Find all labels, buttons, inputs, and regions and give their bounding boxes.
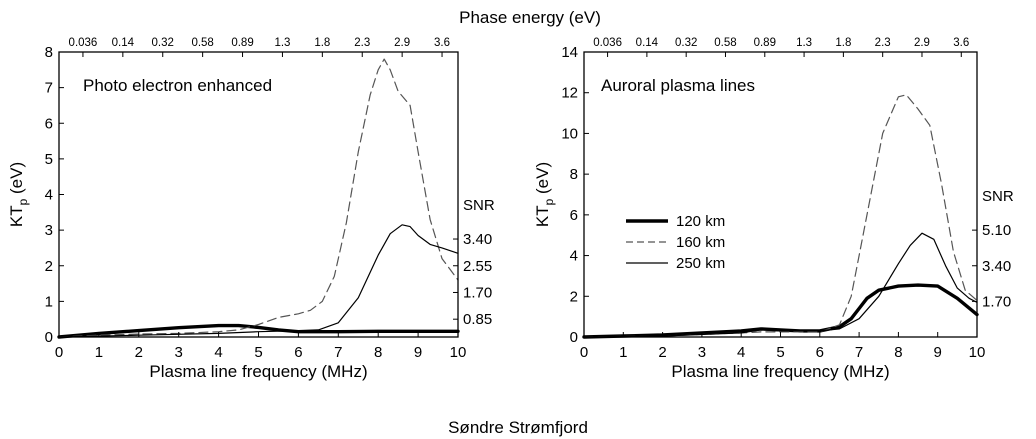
y-axis-label: KTp (eV) — [533, 162, 556, 227]
x-tick-label: 8 — [374, 344, 382, 361]
x-tick-label: 7 — [855, 344, 863, 361]
x-tick-label: 1 — [95, 344, 103, 361]
snr-tick-label: 3.40 — [463, 231, 492, 248]
y-axis-label-subscript: p — [542, 198, 556, 205]
top-tick-label: 0.036 — [593, 37, 622, 49]
snr-tick-label: 1.70 — [463, 284, 492, 301]
x-axis-label: Plasma line frequency (MHz) — [149, 362, 367, 381]
y-tick-label: 2 — [45, 258, 53, 275]
top-tick-label: 1.8 — [314, 37, 330, 49]
legend-label: 250 km — [676, 255, 725, 272]
top-tick-label: 2.3 — [354, 37, 370, 49]
x-tick-label: 9 — [414, 344, 422, 361]
x-tick-label: 10 — [969, 344, 986, 361]
snr-tick-label: 0.85 — [463, 311, 492, 328]
snr-tick-label: 3.40 — [982, 258, 1011, 275]
top-tick-label: 0.89 — [231, 37, 253, 49]
snr-axis-title: SNR — [463, 197, 495, 214]
snr-tick-label: 2.55 — [463, 258, 492, 275]
x-tick-label: 9 — [934, 344, 942, 361]
snr-axis-title: SNR — [982, 188, 1014, 205]
y-tick-label: 10 — [561, 125, 578, 142]
bottom-caption: Søndre Strømfjord — [448, 418, 588, 437]
panel-title: Photo electron enhanced — [83, 76, 272, 95]
top-tick-label: 0.036 — [69, 37, 98, 49]
x-tick-label: 3 — [175, 344, 183, 361]
y-axis-label-unit: (eV) — [533, 162, 552, 199]
top-tick-label: 2.9 — [914, 37, 930, 49]
series-line-dashed — [583, 94, 978, 338]
right-chart-panel: 0 1 2 3 4 5 6 7 8 9 100.036 0.14 0.32 0.58 0.89 1.3 1.8 2… — [533, 37, 1014, 381]
y-tick-label: 14 — [561, 44, 578, 61]
x-tick-label: 6 — [294, 344, 302, 361]
x-tick-label: 7 — [334, 344, 342, 361]
top-tick-label: 0.14 — [112, 37, 135, 49]
legend-label: 160 km — [676, 234, 725, 251]
y-tick-label: 3 — [45, 222, 53, 239]
series-line-thin — [58, 224, 459, 338]
y-axis-label: KTp (eV) — [7, 162, 30, 227]
series-line-thin — [583, 232, 978, 338]
snr-tick-label: 1.70 — [982, 293, 1011, 310]
y-axis-label-main: KT — [533, 205, 552, 227]
x-tick-label: 1 — [619, 344, 627, 361]
top-tick-label: 0.58 — [191, 37, 213, 49]
x-axis-label: Plasma line frequency (MHz) — [671, 362, 889, 381]
top-tick-label: 2.9 — [394, 37, 410, 49]
x-tick-label: 3 — [698, 344, 706, 361]
top-tick-label: 1.3 — [796, 37, 812, 49]
y-tick-label: 7 — [45, 80, 53, 97]
top-tick-label: 3.6 — [953, 37, 969, 49]
y-axis-label-unit: (eV) — [7, 162, 26, 199]
x-tick-label: 0 — [55, 344, 63, 361]
series-line-thick — [582, 283, 979, 339]
panel-title: Auroral plasma lines — [601, 76, 755, 95]
x-tick-label: 5 — [254, 344, 262, 361]
top-axis-title: Phase energy (eV) — [459, 8, 601, 27]
top-tick-label: 1.3 — [274, 37, 290, 49]
top-tick-label: 3.6 — [434, 37, 450, 49]
snr-tick-label: 5.10 — [982, 222, 1011, 239]
top-tick-label: 0.32 — [675, 37, 697, 49]
top-tick-label: 1.8 — [835, 37, 851, 49]
x-tick-label: 10 — [450, 344, 467, 361]
y-tick-label: 0 — [570, 329, 578, 346]
x-tick-label: 2 — [658, 344, 666, 361]
x-tick-label: 8 — [894, 344, 902, 361]
legend-label: 120 km — [676, 213, 725, 230]
y-tick-label: 12 — [561, 85, 578, 102]
x-tick-label: 4 — [214, 344, 222, 361]
top-tick-label: 0.89 — [754, 37, 776, 49]
legend: 120 km 160 km 250 km — [626, 213, 725, 272]
y-tick-label: 5 — [45, 151, 53, 168]
series-line-thick — [57, 323, 460, 339]
y-tick-label: 6 — [570, 207, 578, 224]
y-axis-label-main: KT — [7, 205, 26, 227]
top-tick-label: 0.58 — [714, 37, 736, 49]
y-tick-label: 6 — [45, 115, 53, 132]
y-tick-label: 0 — [45, 329, 53, 346]
y-tick-label: 8 — [45, 44, 53, 61]
left-chart-panel: 0 1 2 3 4 5 6 7 8 9 100.036 0.14 0.32 0.58 0.89 1.3 1.8 2… — [7, 37, 495, 381]
top-tick-label: 0.32 — [152, 37, 174, 49]
x-tick-label: 2 — [135, 344, 143, 361]
y-tick-label: 2 — [570, 288, 578, 305]
series-line-dashed — [58, 58, 459, 338]
top-tick-label: 0.14 — [636, 37, 659, 49]
y-tick-label: 4 — [570, 248, 578, 265]
x-tick-label: 5 — [776, 344, 784, 361]
x-tick-label: 6 — [816, 344, 824, 361]
y-tick-label: 1 — [45, 293, 53, 310]
y-tick-label: 8 — [570, 166, 578, 183]
x-tick-label: 0 — [580, 344, 588, 361]
y-tick-label: 4 — [45, 187, 53, 204]
y-axis-label-subscript: p — [16, 198, 30, 205]
top-tick-label: 2.3 — [875, 37, 891, 49]
x-tick-label: 4 — [737, 344, 745, 361]
